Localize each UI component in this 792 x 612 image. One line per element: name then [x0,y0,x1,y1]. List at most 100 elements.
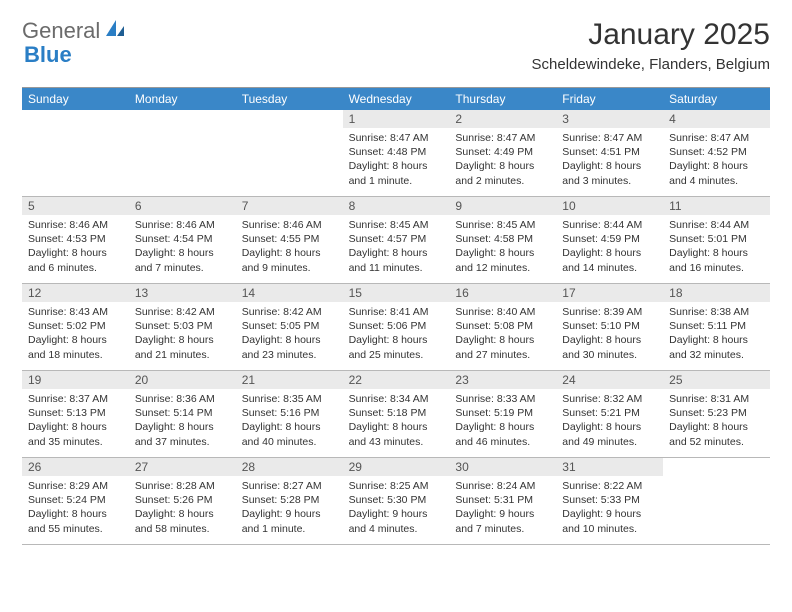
sunset-line: Sunset: 5:16 PM [242,406,337,420]
sunrise-line: Sunrise: 8:29 AM [28,479,123,493]
sunrise-line: Sunrise: 8:22 AM [562,479,657,493]
day-cell: 6 Sunrise: 8:46 AMSunset: 4:54 PMDaylight… [129,197,236,283]
day-cell: 31 Sunrise: 8:22 AMSunset: 5:33 PMDayligh… [556,458,663,544]
day-cell [129,110,236,196]
sunrise-line: Sunrise: 8:46 AM [28,218,123,232]
sunset-line: Sunset: 4:57 PM [349,232,444,246]
day-number: 25 [663,371,770,389]
day-body: Sunrise: 8:31 AMSunset: 5:23 PMDaylight:… [663,389,770,455]
sunrise-line: Sunrise: 8:35 AM [242,392,337,406]
daylight-line: Daylight: 8 hours and 16 minutes. [669,246,764,274]
sunset-line: Sunset: 5:33 PM [562,493,657,507]
sunset-line: Sunset: 5:05 PM [242,319,337,333]
daylight-line: Daylight: 8 hours and 35 minutes. [28,420,123,448]
day-cell: 1Sunrise: 8:47 AMSunset: 4:48 PMDaylight… [343,110,450,196]
day-number: 10 [556,197,663,215]
sunset-line: Sunset: 4:59 PM [562,232,657,246]
sunset-line: Sunset: 5:18 PM [349,406,444,420]
week-row: 26Sunrise: 8:29 AMSunset: 5:24 PMDayligh… [22,458,770,545]
daylight-line: Daylight: 8 hours and 14 minutes. [562,246,657,274]
daylight-line: Daylight: 8 hours and 12 minutes. [455,246,550,274]
day-number: 2 [449,110,556,128]
daylight-line: Daylight: 8 hours and 43 minutes. [349,420,444,448]
sunset-line: Sunset: 5:03 PM [135,319,230,333]
day-number: 30 [449,458,556,476]
day-body: Sunrise: 8:42 AMSunset: 5:03 PMDaylight:… [129,302,236,368]
daylight-line: Daylight: 8 hours and 40 minutes. [242,420,337,448]
daylight-line: Daylight: 8 hours and 6 minutes. [28,246,123,274]
sunrise-line: Sunrise: 8:46 AM [135,218,230,232]
day-number: 15 [343,284,450,302]
day-number: 17 [556,284,663,302]
day-body: Sunrise: 8:35 AMSunset: 5:16 PMDaylight:… [236,389,343,455]
day-body: Sunrise: 8:46 AMSunset: 4:55 PMDaylight:… [236,215,343,281]
sunset-line: Sunset: 5:13 PM [28,406,123,420]
day-cell: 9Sunrise: 8:45 AMSunset: 4:58 PMDaylight… [449,197,556,283]
sunrise-line: Sunrise: 8:32 AM [562,392,657,406]
day-number: 29 [343,458,450,476]
day-cell: 7Sunrise: 8:46 AMSunset: 4:55 PMDaylight… [236,197,343,283]
daylight-line: Daylight: 8 hours and 2 minutes. [455,159,550,187]
sunset-line: Sunset: 4:58 PM [455,232,550,246]
calendar: SundayMondayTuesdayWednesdayThursdayFrid… [22,87,770,545]
day-number: 18 [663,284,770,302]
day-cell: 4Sunrise: 8:47 AMSunset: 4:52 PMDaylight… [663,110,770,196]
day-body: Sunrise: 8:47 AMSunset: 4:49 PMDaylight:… [449,128,556,194]
day-number: 9 [449,197,556,215]
day-cell: 19Sunrise: 8:37 AMSunset: 5:13 PMDayligh… [22,371,129,457]
daylight-line: Daylight: 8 hours and 3 minutes. [562,159,657,187]
daylight-line: Daylight: 8 hours and 9 minutes. [242,246,337,274]
location-subtitle: Scheldewindeke, Flanders, Belgium [532,56,770,73]
sunset-line: Sunset: 5:23 PM [669,406,764,420]
sunrise-line: Sunrise: 8:39 AM [562,305,657,319]
day-number: 12 [22,284,129,302]
daylight-line: Daylight: 8 hours and 32 minutes. [669,333,764,361]
weekday-header-cell: Wednesday [343,88,450,110]
sunset-line: Sunset: 4:51 PM [562,145,657,159]
sunrise-line: Sunrise: 8:46 AM [242,218,337,232]
logo: General [22,18,128,44]
daylight-line: Daylight: 8 hours and 58 minutes. [135,507,230,535]
day-cell: 3Sunrise: 8:47 AMSunset: 4:51 PMDaylight… [556,110,663,196]
weekday-header-cell: Friday [556,88,663,110]
sunset-line: Sunset: 4:54 PM [135,232,230,246]
day-body: Sunrise: 8:32 AMSunset: 5:21 PMDaylight:… [556,389,663,455]
sunrise-line: Sunrise: 8:36 AM [135,392,230,406]
sunset-line: Sunset: 5:14 PM [135,406,230,420]
day-number: 6 [129,197,236,215]
day-number: 11 [663,197,770,215]
daylight-line: Daylight: 9 hours and 10 minutes. [562,507,657,535]
day-number: 4 [663,110,770,128]
sunset-line: Sunset: 4:53 PM [28,232,123,246]
sunset-line: Sunset: 5:06 PM [349,319,444,333]
sunrise-line: Sunrise: 8:28 AM [135,479,230,493]
day-cell: 27Sunrise: 8:28 AMSunset: 5:26 PMDayligh… [129,458,236,544]
sunset-line: Sunset: 5:10 PM [562,319,657,333]
day-number: 31 [556,458,663,476]
daylight-line: Daylight: 8 hours and 1 minute. [349,159,444,187]
title-block: January 2025 Scheldewindeke, Flanders, B… [532,18,770,73]
day-number: 13 [129,284,236,302]
day-body: Sunrise: 8:33 AMSunset: 5:19 PMDaylight:… [449,389,556,455]
day-body: Sunrise: 8:47 AMSunset: 4:52 PMDaylight:… [663,128,770,194]
daylight-line: Daylight: 8 hours and 4 minutes. [669,159,764,187]
day-body: Sunrise: 8:40 AMSunset: 5:08 PMDaylight:… [449,302,556,368]
weekday-header-row: SundayMondayTuesdayWednesdayThursdayFrid… [22,88,770,110]
day-number: 3 [556,110,663,128]
day-cell: 5Sunrise: 8:46 AMSunset: 4:53 PMDaylight… [22,197,129,283]
day-body: Sunrise: 8:45 AMSunset: 4:57 PMDaylight:… [343,215,450,281]
day-body: Sunrise: 8:39 AMSunset: 5:10 PMDaylight:… [556,302,663,368]
sunrise-line: Sunrise: 8:40 AM [455,305,550,319]
weekday-header-cell: Monday [129,88,236,110]
sunset-line: Sunset: 4:52 PM [669,145,764,159]
sunrise-line: Sunrise: 8:42 AM [242,305,337,319]
sunrise-line: Sunrise: 8:33 AM [455,392,550,406]
daylight-line: Daylight: 8 hours and 23 minutes. [242,333,337,361]
sunrise-line: Sunrise: 8:31 AM [669,392,764,406]
daylight-line: Daylight: 8 hours and 7 minutes. [135,246,230,274]
day-cell: 20Sunrise: 8:36 AMSunset: 5:14 PMDayligh… [129,371,236,457]
day-body: Sunrise: 8:42 AMSunset: 5:05 PMDaylight:… [236,302,343,368]
day-body: Sunrise: 8:34 AMSunset: 5:18 PMDaylight:… [343,389,450,455]
sunset-line: Sunset: 5:11 PM [669,319,764,333]
sunrise-line: Sunrise: 8:42 AM [135,305,230,319]
